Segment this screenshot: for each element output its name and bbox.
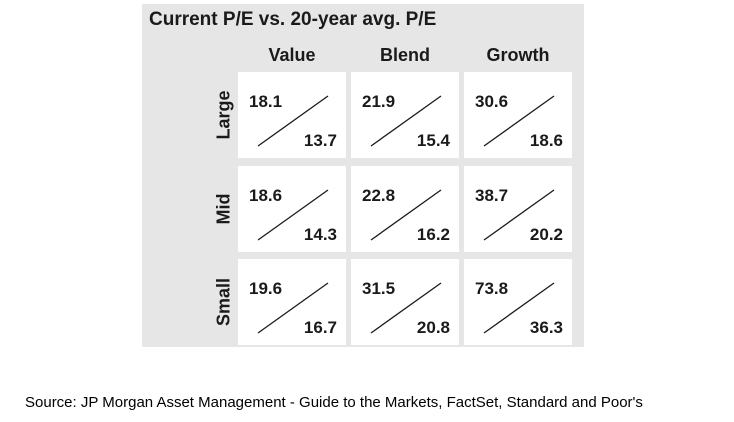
avg-pe-small-growth: 36.3 — [529, 318, 563, 337]
cell-diagonal — [257, 189, 329, 241]
cell-diagonal — [483, 189, 555, 241]
cell-diagonal — [370, 95, 442, 147]
current-pe-large-growth: 30.6 — [475, 92, 509, 111]
avg-pe-mid-blend: 16.2 — [416, 225, 450, 244]
avg-pe-mid-growth: 20.2 — [529, 225, 563, 244]
column-header-blend: Blend — [379, 45, 430, 65]
avg-pe-mid-value: 14.3 — [303, 225, 337, 244]
current-pe-small-blend: 31.5 — [362, 279, 396, 298]
cell-small-growth: 73.8 36.3 — [464, 259, 572, 345]
cell-small-value: 19.6 16.7 — [238, 259, 346, 345]
cell-diagonal — [257, 282, 329, 334]
current-pe-large-value: 18.1 — [249, 92, 283, 111]
pe-chart-panel: Current P/E vs. 20-year avg. P/E Value B… — [142, 4, 584, 347]
chart-title: Current P/E vs. 20-year avg. P/E — [149, 9, 437, 30]
row-header-small-label: Small — [213, 277, 234, 327]
current-pe-mid-value: 18.6 — [249, 186, 283, 205]
avg-pe-small-blend: 20.8 — [416, 318, 450, 337]
cell-small-blend: 31.5 20.8 — [351, 259, 459, 345]
current-pe-large-blend: 21.9 — [362, 92, 396, 111]
avg-pe-small-value: 16.7 — [303, 318, 337, 337]
cell-diagonal — [370, 189, 442, 241]
cell-diagonal — [257, 95, 329, 147]
cell-mid-growth: 38.7 20.2 — [464, 166, 572, 252]
cell-mid-blend: 22.8 16.2 — [351, 166, 459, 252]
source-note: Source: JP Morgan Asset Management - Gui… — [25, 394, 643, 411]
cell-diagonal — [370, 282, 442, 334]
cell-large-blend: 21.9 15.4 — [351, 72, 459, 158]
current-pe-mid-blend: 22.8 — [362, 186, 396, 205]
cell-large-growth: 30.6 18.6 — [464, 72, 572, 158]
row-header-large-label: Large — [213, 90, 234, 140]
cell-large-value: 18.1 13.7 — [238, 72, 346, 158]
cell-mid-value: 18.6 14.3 — [238, 166, 346, 252]
avg-pe-large-blend: 15.4 — [416, 131, 450, 150]
current-pe-small-growth: 73.8 — [475, 279, 509, 298]
current-pe-mid-growth: 38.7 — [475, 186, 509, 205]
cell-diagonal — [483, 282, 555, 334]
avg-pe-large-growth: 18.6 — [529, 131, 563, 150]
current-pe-small-value: 19.6 — [249, 279, 283, 298]
column-header-value: Value — [268, 45, 316, 65]
cell-diagonal — [483, 95, 555, 147]
avg-pe-large-value: 13.7 — [303, 131, 337, 150]
row-header-mid-label: Mid — [213, 193, 234, 225]
column-header-growth: Growth — [486, 45, 550, 65]
